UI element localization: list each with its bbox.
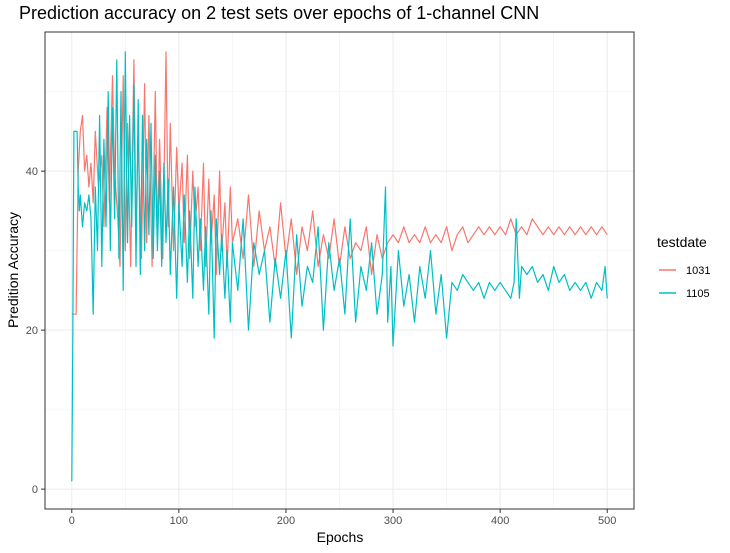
x-tick-label: 500 [598,515,616,527]
x-tick-label: 100 [170,515,188,527]
x-axis-title: Epochs [317,529,364,545]
x-tick-label: 0 [69,515,75,527]
grid [45,32,634,509]
x-axis: 0 100 200 300 400 500 [69,509,616,527]
series-line-1105 [71,51,608,482]
x-tick-label: 300 [384,515,402,527]
series-line-1031 [71,51,608,315]
legend: testdate 1031 1105 [657,234,710,300]
x-tick-label: 200 [277,515,295,527]
legend-label-1031: 1031 [686,265,710,277]
x-tick-label: 400 [491,515,509,527]
legend-title: testdate [657,234,707,250]
y-tick-label: 40 [26,166,38,178]
plot-panel-border [44,31,635,510]
y-axis: 0 20 40 [26,166,45,496]
chart-title: Prediction accuracy on 2 test sets over … [19,3,539,23]
legend-label-1105: 1105 [686,288,710,300]
y-axis-title: Predition Accuracy [5,212,21,328]
series-layer [71,51,608,482]
y-tick-label: 20 [26,325,38,337]
y-tick-label: 0 [32,484,38,496]
